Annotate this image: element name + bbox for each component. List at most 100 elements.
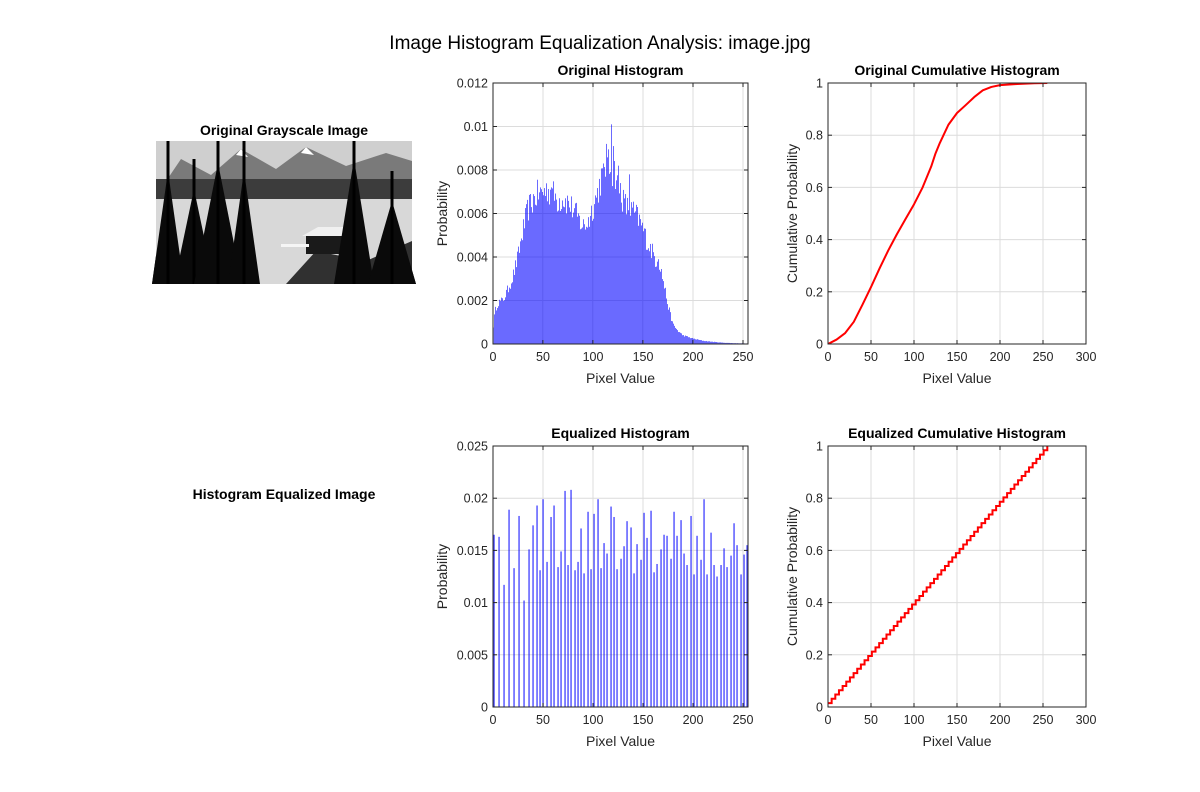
histogram-bar [534,196,535,344]
original-histogram-chart: 0 50 100 150 200 250 0 0.002 0.004 0.006 0.008 0.01… [434,62,753,386]
histogram-bar [626,214,627,344]
histogram-bar [514,274,515,344]
histogram-bar [666,298,667,344]
histogram-bar [574,208,575,344]
histogram-bar [602,168,603,344]
histogram-bar [574,570,576,707]
histogram-bar [711,341,712,344]
histogram-bar [605,176,606,344]
histogram-bar [691,338,692,344]
histogram-bar [707,341,708,344]
histogram-bar [616,180,617,344]
histogram-bar [578,213,579,344]
histogram-bar [513,568,515,707]
histogram-bar [724,342,725,344]
histogram-bar [715,341,716,344]
histogram-bar [535,204,536,344]
x-tick-label: 0 [825,713,832,727]
y-tick-label: 0.012 [457,77,488,91]
histogram-bar [595,195,596,344]
y-tick-label: 0.01 [464,120,488,134]
histogram-bar [639,214,640,344]
histogram-bar [603,543,605,707]
histogram-bar [615,188,616,344]
histogram-bar [545,196,546,344]
histogram-bar [583,219,584,344]
histogram-bar [613,516,615,707]
histogram-bar [676,328,677,344]
y-tick-label: 0.4 [806,233,823,247]
histogram-bar [675,327,676,344]
histogram-bar [686,565,688,707]
histogram-bar [580,528,582,707]
equalized-image-title: Histogram Equalized Image [193,486,376,502]
histogram-bar [624,198,625,344]
histogram-bar [553,505,555,707]
histogram-bar [573,212,574,344]
histogram-bar [601,168,602,344]
histogram-bar [660,271,661,344]
histogram-bar [652,243,653,344]
histogram-bar [546,561,548,707]
histogram-bar [587,227,588,344]
histogram-bar [608,149,609,344]
histogram-bar [653,252,654,344]
x-tick-label: 200 [683,350,704,364]
histogram-bar [531,207,532,344]
x-tick-label: 50 [864,350,878,364]
histogram-bar [509,287,510,344]
histogram-bar [658,259,659,344]
histogram-bar [670,312,671,344]
histogram-bar [713,342,714,344]
histogram-bar [629,174,630,344]
histogram-bar [717,342,718,344]
y-tick-label: 0.004 [457,251,488,265]
image-tree-trunk [192,159,196,284]
histogram-bar [524,228,525,344]
histogram-bar [682,335,683,344]
histogram-bar [630,215,631,344]
y-tick-label: 1 [816,77,823,91]
histogram-bar [635,211,636,344]
y-tick-label: 0.6 [806,544,823,558]
eq-y-axis-label: Probability [434,544,450,609]
histogram-bar [606,143,607,344]
histogram-bar [667,304,668,344]
y-tick-label: 0 [481,338,488,352]
histogram-bar [623,546,625,707]
histogram-bar [538,199,539,344]
x-tick-label: 250 [733,713,754,727]
histogram-bar [591,205,592,344]
histogram-bar [633,201,634,344]
histogram-bar [690,515,692,707]
eq-series [493,489,748,707]
histogram-bar [571,196,572,344]
histogram-bar [567,195,568,344]
histogram-bar [723,548,725,707]
histogram-bar [593,218,594,344]
histogram-bar [497,308,498,344]
histogram-bar [646,537,648,707]
histogram-bar [536,205,537,344]
histogram-bar [504,300,505,344]
histogram-bar [681,333,682,344]
histogram-bar [569,207,570,344]
histogram-bar [633,573,635,707]
histogram-bar [701,340,702,344]
x-tick-label: 200 [990,350,1011,364]
histogram-bar [733,523,735,707]
histogram-bar [726,342,727,344]
histogram-bar [610,172,611,344]
histogram-bar [523,600,525,707]
histogram-bar [508,509,510,707]
histogram-bar [503,300,504,344]
histogram-bar [617,175,618,344]
y-tick-label: 0 [816,338,823,352]
histogram-bar [649,251,650,344]
eq-cdf-series [828,446,1049,705]
histogram-bar [502,298,503,344]
histogram-bar [634,212,635,344]
histogram-bar [598,202,599,344]
histogram-bar [720,565,722,707]
